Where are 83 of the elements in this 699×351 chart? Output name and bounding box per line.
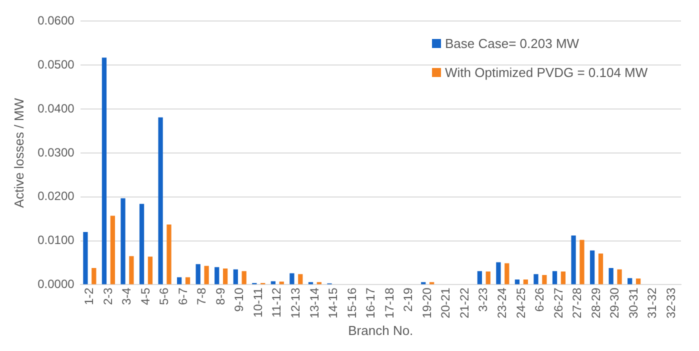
x-tick-label: 1-2 (82, 287, 96, 306)
x-tick-label: 10-11 (250, 287, 265, 318)
bar (504, 263, 510, 284)
x-tick-label: 13-14 (307, 287, 322, 318)
bar (617, 269, 622, 284)
bar (542, 275, 547, 284)
x-tick-label: 20-21 (438, 287, 453, 318)
x-tick-label: 5-6 (157, 287, 172, 306)
bar (523, 279, 528, 284)
x-tick-label: 3-4 (120, 287, 134, 306)
bar (148, 256, 153, 284)
x-tick-label: 6-7 (176, 287, 190, 306)
x-tick-label: 11-12 (270, 287, 284, 318)
bar (580, 240, 584, 284)
legend-label: Base Case= 0.203 MW (445, 36, 580, 51)
bar (608, 268, 614, 284)
x-tick-label: 28-29 (588, 287, 603, 318)
x-tick-label: 2-19 (401, 287, 416, 312)
y-tick-label: 0.0500 (38, 57, 75, 72)
bar (270, 281, 276, 284)
bar (120, 198, 126, 284)
x-tick-label: 31-32 (645, 287, 660, 318)
y-tick-label: 0.0300 (38, 145, 75, 160)
x-tick-label: 7-8 (194, 287, 209, 306)
x-tick-label: 30-31 (626, 287, 640, 318)
bar (177, 277, 182, 284)
bar (196, 264, 200, 284)
x-tick-label: 29-30 (608, 287, 622, 318)
bar (129, 256, 134, 284)
x-tick-label: 26-27 (551, 287, 566, 318)
bar (279, 282, 284, 284)
bar (486, 272, 490, 284)
bar (636, 278, 641, 284)
bar (222, 268, 228, 284)
y-tick-label: 0.0100 (38, 233, 75, 248)
bar (298, 274, 303, 284)
x-tick-label: 9-10 (232, 287, 246, 312)
x-tick-label: 6-26 (532, 287, 547, 312)
x-tick-label: 16-17 (364, 287, 378, 318)
x-tick-label: 32-33 (664, 287, 678, 318)
bar (514, 279, 520, 284)
x-tick-label: 24-25 (514, 287, 528, 318)
bar (83, 232, 88, 284)
y-axis-title: Active losses / MW (11, 97, 26, 208)
bar (477, 271, 482, 284)
bar (290, 273, 294, 284)
x-tick-label: 17-18 (382, 287, 396, 318)
y-tick-label: 0.0200 (38, 189, 75, 204)
legend-label: With Optimized PVDG = 0.104 MW (445, 65, 648, 80)
bar (214, 267, 220, 284)
x-tick-label: 2-3 (100, 287, 115, 306)
bar (110, 216, 116, 284)
bar (92, 268, 96, 284)
bar (204, 266, 209, 284)
y-tick-label: 0.0400 (38, 101, 75, 116)
bar (628, 278, 632, 284)
bar (242, 271, 246, 284)
bar (598, 254, 604, 284)
x-tick-label: 14-15 (326, 287, 340, 318)
x-tick-label: 27-28 (570, 287, 584, 318)
y-tick-label: 0.0000 (38, 277, 75, 292)
x-tick-label: 4-5 (138, 287, 152, 306)
x-tick-label: 12-13 (288, 287, 302, 318)
bar (102, 58, 107, 284)
x-tick-label: 21-22 (457, 287, 472, 318)
y-tick-label: 0.0600 (38, 14, 75, 28)
bar (158, 117, 163, 284)
bar (139, 204, 144, 284)
bar (560, 272, 566, 284)
bar (166, 224, 172, 284)
x-tick-label: 23-24 (494, 287, 509, 318)
bar (534, 274, 538, 284)
bar (552, 271, 558, 284)
bar (496, 262, 501, 284)
bar (233, 269, 238, 284)
bar (571, 236, 576, 284)
x-tick-label: 15-16 (344, 287, 359, 318)
x-tick-label: 3-23 (476, 287, 490, 312)
bar (590, 250, 595, 284)
x-tick-label: 8-9 (213, 287, 228, 306)
bar (185, 277, 190, 284)
x-axis-title: Branch No. (348, 322, 414, 338)
x-tick-label: 19-20 (420, 287, 434, 318)
